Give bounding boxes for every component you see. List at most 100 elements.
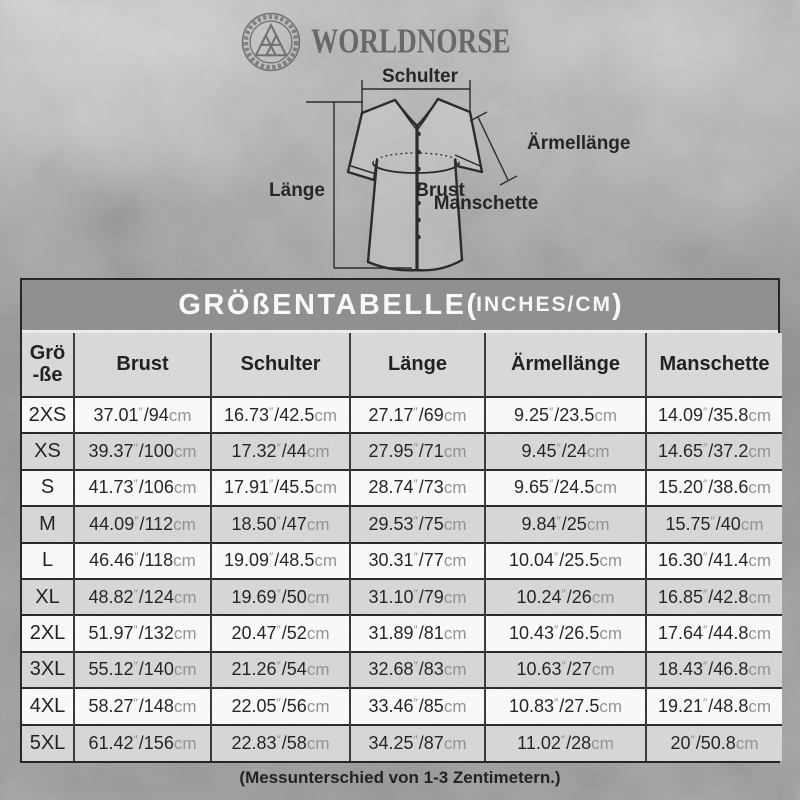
table-row: 2XL 51.97″/132cm 20.47″/52cm 31.89″/81cm 10.…: [22, 615, 782, 652]
inch-mark: ″: [549, 404, 554, 419]
inch-value: 39.37: [88, 441, 134, 462]
inch-mark: ″: [690, 732, 695, 747]
cm-value: 94: [148, 404, 169, 425]
measurement-cell: 21.26″/54cm: [210, 651, 350, 689]
measurement-cell: 31.10″/79cm: [349, 578, 485, 616]
measurement-cell: 39.37″/100cm: [73, 433, 211, 470]
measurement-cell: 15.20″/38.6cm: [645, 469, 782, 507]
cm-value: 50: [286, 586, 307, 607]
cm-unit: cm: [748, 405, 772, 425]
inch-mark: ″: [134, 513, 139, 528]
inch-value: 17.64: [657, 623, 704, 644]
cm-value: 25.5: [564, 550, 600, 571]
inch-value: 46.46: [89, 550, 135, 571]
measurement-cell: 58.27″/148cm: [73, 688, 211, 725]
inch-value: 10.24: [516, 586, 562, 607]
col-header-laenge: Länge: [349, 333, 485, 397]
inch-value: 19.09: [223, 550, 270, 571]
inch-value: 16.30: [657, 550, 704, 571]
cm-value: 28: [571, 732, 592, 753]
measurement-cell: 34.25″/87cm: [349, 724, 485, 761]
measurement-cell: 41.73″/106cm: [73, 469, 211, 507]
label-manschette: Manschette: [434, 193, 539, 214]
cm-unit: cm: [173, 442, 197, 462]
cm-unit: cm: [443, 478, 467, 498]
inch-value: 16.85: [657, 586, 704, 607]
cm-unit: cm: [591, 733, 614, 753]
cm-value: 56: [286, 695, 307, 716]
inch-mark: ″: [703, 550, 708, 565]
inch-mark: ″: [413, 623, 418, 638]
cm-unit: cm: [748, 624, 772, 644]
cm-value: 132: [143, 623, 174, 644]
inch-mark: ″: [703, 623, 708, 638]
header-row: Grö -ße Brust Schulter Länge Ärmellänge …: [22, 333, 782, 397]
inch-value: 18.50: [231, 513, 277, 534]
cm-value: 83: [423, 659, 444, 680]
measurement-cell: 14.65″/37.2cm: [645, 433, 782, 470]
label-aermellaenge: Ärmellänge: [527, 133, 630, 154]
inch-value: 32.68: [368, 659, 414, 680]
cm-unit: cm: [306, 696, 330, 716]
measurement-cell: 61.42″/156cm: [73, 724, 211, 761]
cm-value: 85: [423, 695, 444, 716]
inch-value: 27.17: [368, 404, 414, 425]
measurement-cell: 10.43″/26.5cm: [484, 615, 646, 652]
inch-mark: ″: [133, 623, 138, 638]
inch-mark: ″: [556, 513, 561, 528]
inch-mark: ″: [133, 586, 138, 601]
inch-value: 30.31: [368, 550, 414, 571]
inch-mark: ″: [276, 441, 281, 456]
cm-value: 26.5: [564, 623, 600, 644]
inch-value: 18.43: [657, 659, 704, 680]
cm-unit: cm: [173, 624, 197, 644]
inch-mark: ″: [276, 623, 281, 638]
cm-value: 71: [423, 441, 444, 462]
measurement-cell: 30.31″/77cm: [349, 542, 485, 579]
inch-value: 22.83: [231, 732, 277, 753]
cm-value: 156: [143, 732, 174, 753]
size-cell: M: [39, 512, 56, 535]
measurement-cell: 20.47″/52cm: [210, 615, 350, 652]
inch-mark: ″: [276, 732, 281, 747]
cm-unit: cm: [314, 478, 338, 498]
inch-value: 41.73: [88, 477, 134, 498]
footer-note: (Messunterschied von 1-3 Zentimetern.): [239, 768, 561, 787]
size-table: Grö -ße Brust Schulter Länge Ärmellänge …: [22, 333, 782, 761]
col-header-size-line1: Grö: [29, 341, 66, 364]
inch-mark: ″: [269, 477, 274, 492]
cm-unit: cm: [443, 405, 467, 425]
cm-unit: cm: [594, 405, 618, 425]
inch-mark: ″: [133, 695, 138, 710]
cm-value: 79: [423, 586, 444, 607]
cm-unit: cm: [306, 514, 330, 534]
cm-unit: cm: [443, 624, 467, 644]
inch-mark: ″: [269, 550, 274, 565]
inch-mark: ″: [413, 477, 418, 492]
inch-value: 31.89: [368, 623, 414, 644]
table-row: 5XL 61.42″/156cm 22.83″/58cm 34.25″/87cm 11.…: [22, 724, 782, 761]
cm-value: 73: [423, 477, 444, 498]
size-cell: 3XL: [29, 658, 66, 681]
inch-mark: ″: [413, 550, 418, 565]
measurement-cell: 9.25″/23.5cm: [484, 397, 646, 434]
title-paren-open: (: [466, 288, 477, 321]
cm-value: 81: [423, 623, 444, 644]
cm-unit: cm: [740, 514, 764, 534]
cm-value: 23.5: [559, 404, 595, 425]
cm-unit: cm: [173, 551, 196, 571]
inch-mark: ″: [133, 441, 138, 456]
size-cell: XL: [35, 585, 60, 608]
cm-unit: cm: [173, 696, 197, 716]
measurement-cell: 29.53″/75cm: [349, 506, 485, 543]
measurement-cell: 19.09″/48.5cm: [210, 542, 350, 579]
measurement-cell: 27.95″/71cm: [349, 433, 485, 470]
inch-mark: ″: [561, 659, 566, 674]
cm-unit: cm: [306, 442, 330, 462]
inch-value: 34.25: [368, 732, 414, 753]
inch-mark: ″: [413, 441, 418, 456]
inch-value: 48.82: [88, 586, 134, 607]
measurement-cell: 37.01″/94cm: [73, 397, 211, 434]
cm-value: 112: [144, 513, 174, 534]
